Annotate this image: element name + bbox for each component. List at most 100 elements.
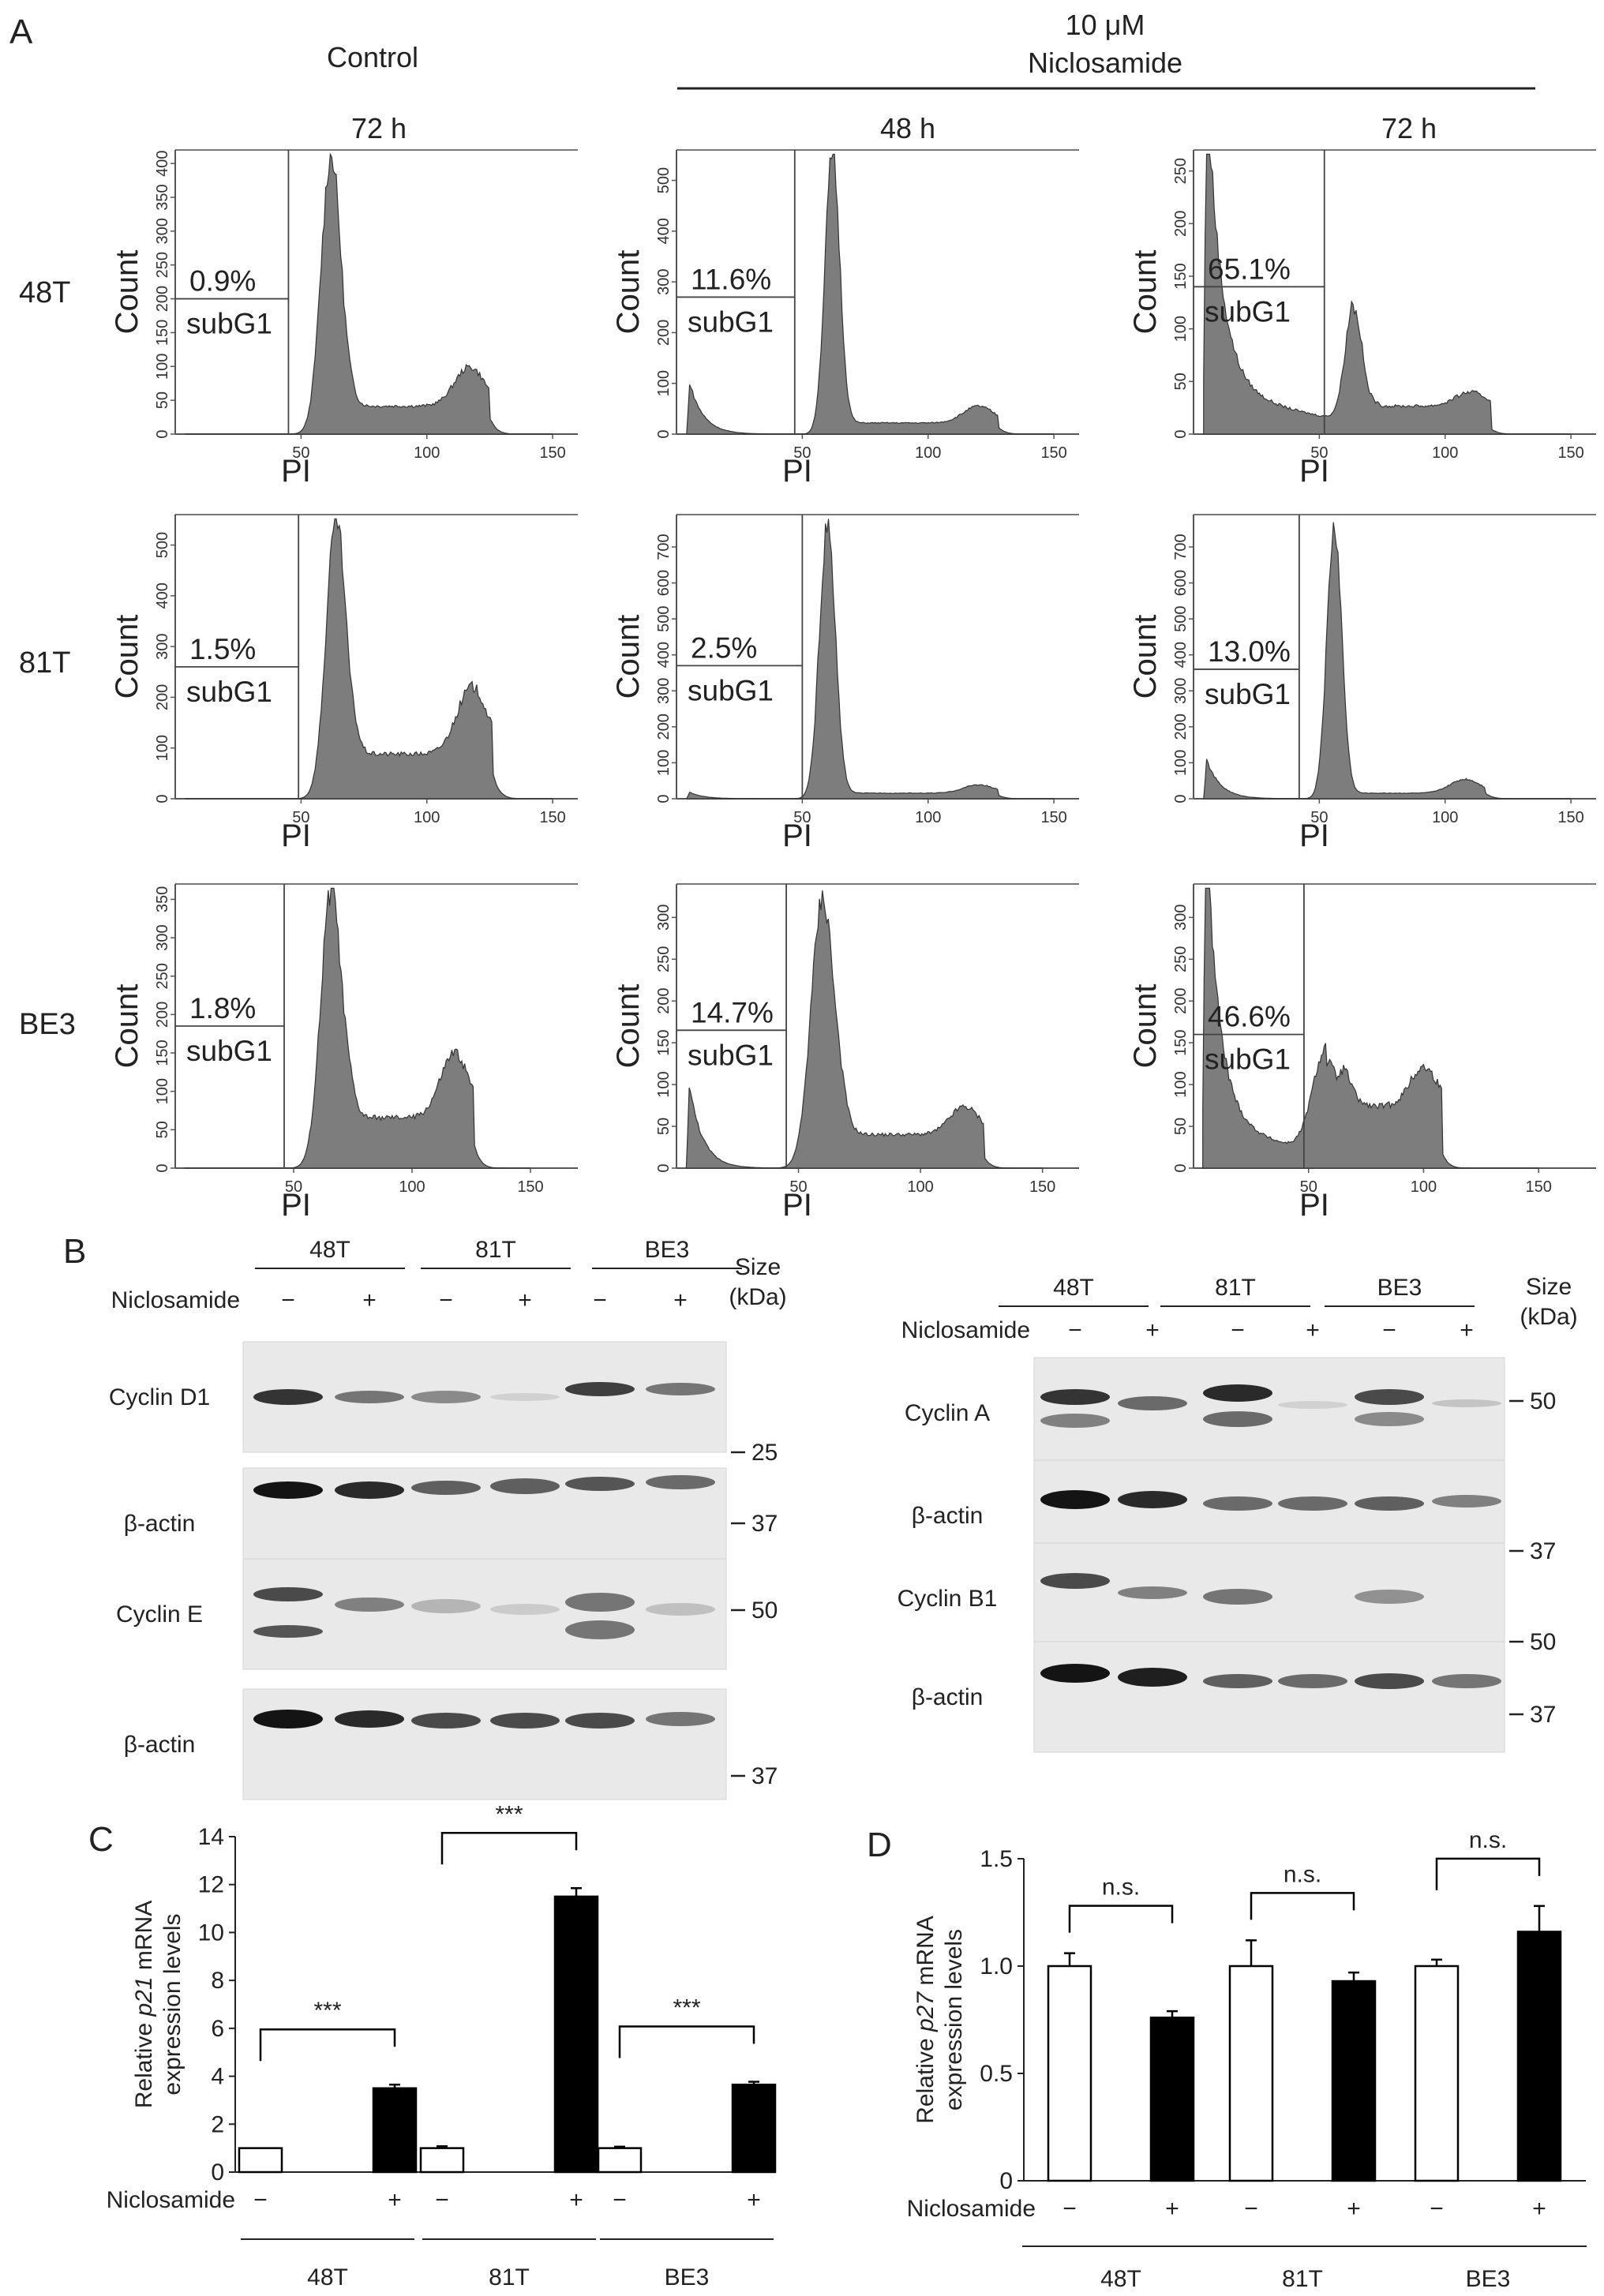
y-tick-label: 100	[655, 1071, 673, 1097]
y-axis-label: Count	[1128, 984, 1163, 1069]
blot-band	[1118, 1586, 1187, 1599]
histogram-panel: 0 50 100 150 200 250 50 100 150 65.1% subG1 Count PI	[1128, 149, 1596, 489]
y-tick-label: 0	[154, 794, 171, 803]
blot-membrane	[242, 1558, 727, 1670]
histogram-panel: 0 100 200 300 400 500 50 100 150 1.5% subG1 Count PI	[110, 514, 578, 853]
significance-bracket	[1250, 1892, 1355, 1920]
y-tick-label: 500	[655, 605, 673, 631]
y-tick-label: 150	[154, 1039, 171, 1066]
y-tick-label: 200	[154, 286, 171, 312]
blot-band	[411, 1599, 481, 1613]
blot-label: β-actin	[912, 1503, 984, 1529]
blot-band	[1040, 1573, 1110, 1589]
subg1-percent: 2.5%	[691, 631, 757, 664]
y-tick-label: 100	[655, 370, 673, 396]
bar	[553, 1895, 599, 2174]
y-tick-label: 300	[655, 268, 673, 294]
bar	[1149, 2017, 1195, 2182]
blot-band	[1432, 1495, 1501, 1508]
blot-band	[565, 1477, 635, 1491]
y-tick-label: 500	[655, 167, 673, 193]
x-tick-label: 100	[414, 809, 440, 826]
y-tick-label: 500	[154, 532, 171, 558]
y-tick-label: 8	[211, 1968, 224, 1994]
x-tick-label: 100	[1411, 1178, 1437, 1196]
y-tick-label: 100	[1172, 750, 1190, 776]
blot-label: β-actin	[124, 1511, 196, 1537]
y-tick-label: 250	[655, 946, 673, 972]
y-tick-label: 300	[655, 678, 673, 704]
bar-chart-d: 0 0.5 1.0 1.5 Relative p27 mRNA expression le…	[907, 1827, 1587, 2292]
blot-side: 48T 81T BE3 Niclosamide − + − + − + Size (kDa) Cycli…	[109, 1237, 787, 1800]
blot-band	[490, 1478, 560, 1494]
y-tick-label: 300	[154, 633, 171, 659]
treatment-sign: +	[747, 2187, 761, 2213]
treatment-sign: +	[1460, 1317, 1474, 1343]
subg1-label: subG1	[186, 308, 272, 340]
row-label-48T: 48T	[19, 276, 70, 309]
y-tick-label: 400	[655, 218, 673, 244]
y-tick-label: 6	[211, 2016, 224, 2042]
y-tick-label: 50	[154, 391, 171, 409]
blot-band	[335, 1481, 404, 1499]
y-tick-label: 50	[655, 1118, 673, 1135]
blot-band	[1355, 1673, 1424, 1689]
category-label: 48T	[1100, 2266, 1141, 2292]
x-tick-label: 50	[292, 444, 309, 462]
blot-band	[411, 1713, 481, 1729]
treatment-sign: +	[1347, 2196, 1361, 2222]
subg1-label: subG1	[688, 674, 774, 706]
lane-group-label: 81T	[1215, 1275, 1256, 1301]
x-tick-label: 50	[285, 1178, 302, 1196]
y-tick-label: 0	[211, 2159, 224, 2186]
significance-bracket	[618, 2025, 755, 2058]
x-tick-label: 50	[1300, 1178, 1317, 1196]
marker-label: 37	[1530, 1538, 1556, 1564]
blot-band	[646, 1383, 715, 1395]
y-tick-label: 100	[154, 354, 171, 380]
x-axis-label: PI	[281, 454, 311, 489]
y-tick-label: 700	[1172, 534, 1190, 560]
y-tick-label: 0	[655, 794, 673, 803]
bar	[419, 2147, 465, 2174]
category-label: 81T	[489, 2264, 530, 2290]
treatment-sign: +	[1165, 2196, 1179, 2222]
treatment-sign: −	[593, 1287, 607, 1313]
y-tick-label: 0	[154, 429, 171, 438]
y-tick-label: 4	[211, 2064, 224, 2090]
y-axis-label-prefix: Relative	[131, 2017, 157, 2109]
blot-band	[565, 1382, 635, 1396]
histogram-panel: 0 100 200 300 400 500 600 700 50 100 150 2.5% subG1 C…	[611, 514, 1079, 853]
x-tick-label: 50	[793, 809, 811, 826]
subg1-percent: 14.7%	[691, 996, 774, 1028]
blot-label: β-actin	[912, 1684, 984, 1710]
treatment-sign: −	[613, 2187, 627, 2213]
x-axis-label: PI	[782, 818, 812, 853]
subg1-percent: 11.6%	[691, 263, 771, 295]
histogram-panel: 0 100 200 300 400 500 50 100 150 11.6% subG1 Count P…	[611, 149, 1079, 489]
y-axis-label: Relative p27 mRNA	[913, 1916, 939, 2123]
blot-band-secondary	[1355, 1412, 1424, 1426]
treatment-sign: −	[439, 1287, 453, 1313]
treatment-sign: +	[1145, 1317, 1160, 1343]
y-tick-label: 50	[1172, 373, 1190, 390]
blot-label: Cyclin E	[116, 1601, 203, 1627]
x-tick-label: 100	[907, 1178, 933, 1196]
blot-band	[253, 1710, 323, 1729]
treatment-sign: −	[1062, 2196, 1077, 2222]
blot-band-secondary	[253, 1625, 323, 1638]
blot-band	[253, 1587, 323, 1601]
y-axis-label: Count	[1128, 615, 1163, 699]
lane-group-label: 48T	[309, 1237, 350, 1263]
subg1-label: subG1	[688, 1039, 774, 1071]
blot-band	[646, 1475, 715, 1489]
y-tick-label: 300	[1172, 905, 1190, 931]
histogram-area	[185, 887, 530, 1169]
marker-label: 25	[751, 1440, 778, 1466]
significance-label: ***	[673, 1995, 700, 2021]
histogram-area	[185, 152, 553, 435]
treatment-sign: +	[569, 2187, 583, 2213]
x-tick-label: 100	[399, 1178, 425, 1196]
histogram-area	[686, 519, 1055, 800]
y-axis-label-suffix: mRNA	[913, 1916, 939, 1992]
